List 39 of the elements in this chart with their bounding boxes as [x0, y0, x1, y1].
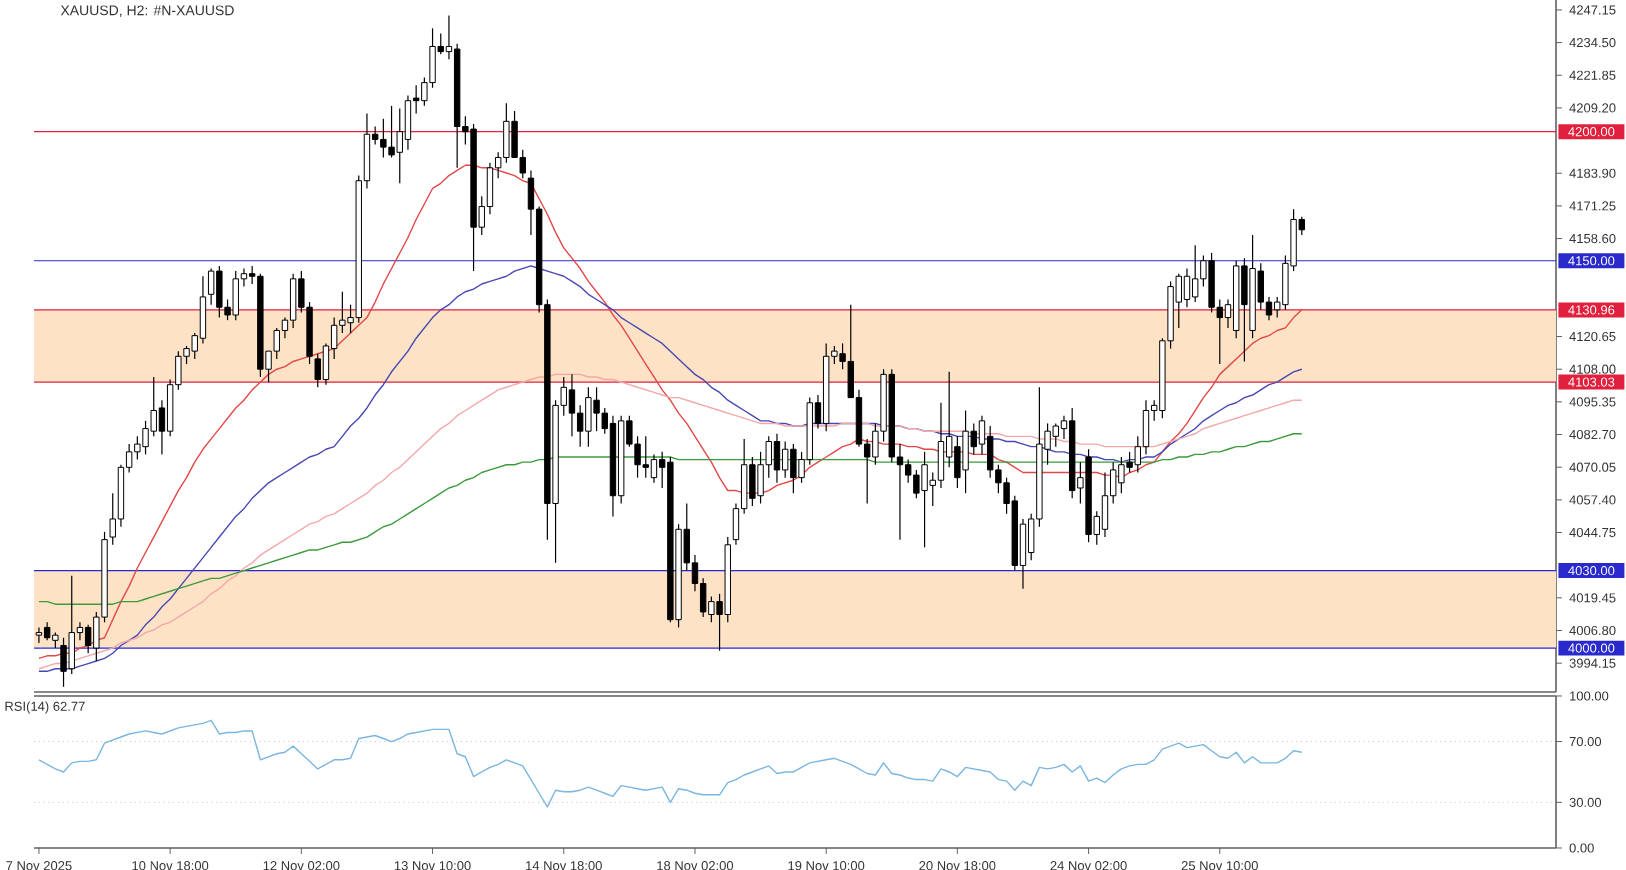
- candlestick: [380, 118, 387, 159]
- candlestick: [1241, 257, 1248, 363]
- candlestick: [199, 275, 207, 344]
- candlestick: [43, 621, 51, 641]
- candlestick: [962, 409, 969, 494]
- candlestick: [790, 443, 797, 494]
- candlestick: [593, 386, 600, 432]
- candlestick: [642, 435, 649, 479]
- candlestick: [954, 435, 961, 489]
- candlestick: [396, 107, 403, 184]
- candlestick: [749, 456, 756, 507]
- candlestick: [84, 624, 92, 654]
- candlestick: [388, 105, 395, 159]
- candlestick: [1191, 244, 1199, 303]
- candlestick: [404, 94, 412, 151]
- candlestick: [68, 575, 75, 675]
- candlestick: [781, 440, 789, 479]
- candlestick: [1208, 252, 1215, 314]
- candlestick: [503, 102, 510, 164]
- candlestick: [1101, 471, 1109, 538]
- candlestick: [937, 402, 945, 489]
- candlestick: [216, 265, 223, 319]
- candlestick: [314, 353, 321, 388]
- candlestick: [568, 373, 576, 437]
- candlestick: [585, 386, 592, 448]
- candlestick: [650, 453, 658, 484]
- candlestick: [60, 637, 67, 688]
- candlestick: [134, 435, 141, 461]
- candlestick: [35, 626, 43, 644]
- candlestick: [1183, 267, 1191, 308]
- candlestick: [289, 273, 297, 329]
- candlestick: [232, 270, 239, 321]
- candlestick: [207, 267, 215, 306]
- candlestick: [921, 451, 928, 548]
- candlestick: [773, 433, 781, 484]
- candlestick: [913, 469, 920, 499]
- candlestick: [1118, 456, 1125, 494]
- candlestick: [986, 425, 994, 479]
- candlestick: [1052, 422, 1059, 448]
